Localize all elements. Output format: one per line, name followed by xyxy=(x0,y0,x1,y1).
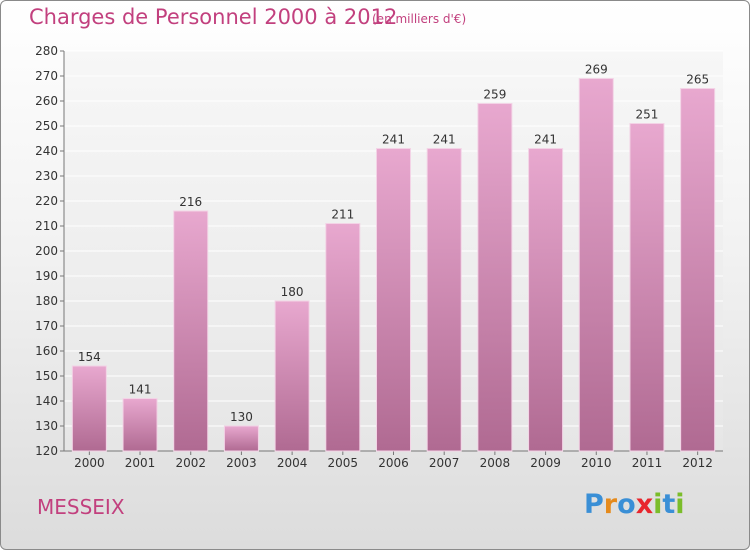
x-tick-label-2010: 2010 xyxy=(581,456,612,470)
x-tick-label-2004: 2004 xyxy=(277,456,308,470)
value-label-2001: 141 xyxy=(129,383,152,397)
x-tick-label-2002: 2002 xyxy=(175,456,206,470)
value-label-2006: 241 xyxy=(382,133,405,147)
bar-2001 xyxy=(122,398,158,452)
logo-letter: o xyxy=(617,489,636,520)
bar-2004 xyxy=(274,300,310,452)
value-label-2010: 269 xyxy=(585,63,608,77)
value-label-2002: 216 xyxy=(179,195,202,209)
bar-2012 xyxy=(680,88,716,452)
y-tick-label: 130 xyxy=(35,419,58,433)
bar-2010 xyxy=(578,78,614,452)
value-label-2005: 211 xyxy=(331,208,354,222)
bar-2002 xyxy=(173,210,209,452)
bar-2003 xyxy=(223,425,259,452)
value-label-2012: 265 xyxy=(686,73,709,87)
y-tick-label: 280 xyxy=(35,44,58,58)
x-tick-label-2009: 2009 xyxy=(530,456,561,470)
proxiti-logo: Proxiti xyxy=(584,489,685,520)
y-tick-label: 120 xyxy=(35,444,58,458)
y-tick-label: 270 xyxy=(35,69,58,83)
y-tick-label: 140 xyxy=(35,394,58,408)
value-label-2008: 259 xyxy=(483,88,506,102)
y-tick-label: 180 xyxy=(35,294,58,308)
value-label-2009: 241 xyxy=(534,133,557,147)
bar-2007 xyxy=(426,148,462,452)
bar-2005 xyxy=(325,223,361,452)
x-tick-label-2007: 2007 xyxy=(429,456,460,470)
logo-letter: x xyxy=(635,489,654,520)
y-tick-label: 200 xyxy=(35,244,58,258)
location-name: MESSEIX xyxy=(37,495,125,519)
logo-letter: t xyxy=(662,489,676,520)
bar-2006 xyxy=(376,148,411,452)
y-tick-label: 210 xyxy=(35,219,58,233)
logo-letter: i xyxy=(675,489,685,520)
x-tick-label-2006: 2006 xyxy=(378,456,409,470)
x-tick-label-2003: 2003 xyxy=(226,456,257,470)
value-label-2003: 130 xyxy=(230,410,253,424)
bar-2008 xyxy=(477,103,513,452)
y-tick-label: 190 xyxy=(35,269,58,283)
y-tick-label: 160 xyxy=(35,344,58,358)
bar-2000 xyxy=(71,365,107,452)
y-tick-label: 230 xyxy=(35,169,58,183)
logo-letter: P xyxy=(584,489,604,520)
x-tick-label-2008: 2008 xyxy=(480,456,511,470)
y-tick-label: 150 xyxy=(35,369,58,383)
value-label-2004: 180 xyxy=(281,285,304,299)
x-tick-label-2000: 2000 xyxy=(74,456,105,470)
y-tick-label: 220 xyxy=(35,194,58,208)
x-tick-label-2001: 2001 xyxy=(125,456,156,470)
bar-2011 xyxy=(629,123,665,452)
y-tick-label: 260 xyxy=(35,94,58,108)
chart-subtitle: (en milliers d'€) xyxy=(372,12,467,26)
y-tick-label: 170 xyxy=(35,319,58,333)
x-tick-label-2005: 2005 xyxy=(328,456,359,470)
logo-letter: r xyxy=(603,489,618,520)
y-tick-label: 240 xyxy=(35,144,58,158)
y-tick-label: 250 xyxy=(35,119,58,133)
value-label-2011: 251 xyxy=(636,108,659,122)
value-label-2007: 241 xyxy=(433,133,456,147)
chart-title: Charges de Personnel 2000 à 2012 xyxy=(29,5,398,29)
logo-letter: i xyxy=(653,489,663,520)
bar-2009 xyxy=(528,148,564,452)
x-tick-label-2012: 2012 xyxy=(682,456,713,470)
x-tick-label-2011: 2011 xyxy=(632,456,663,470)
value-label-2000: 154 xyxy=(78,350,101,364)
